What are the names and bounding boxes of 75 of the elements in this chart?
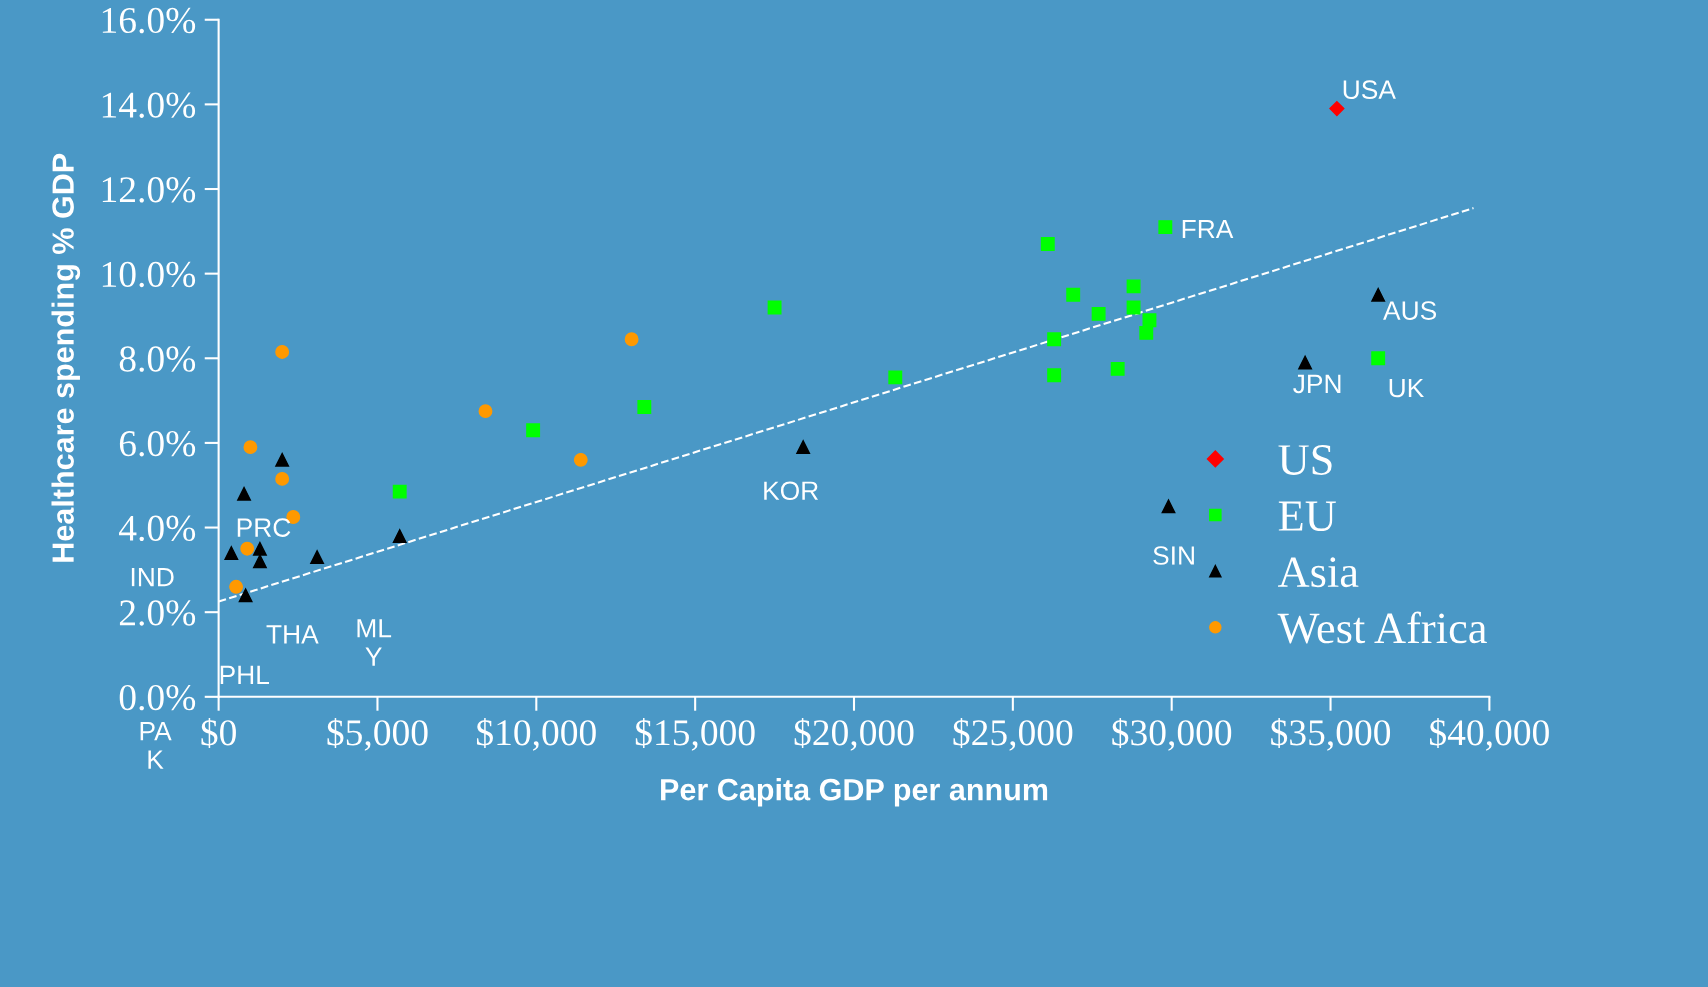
x-tick-label: $0 xyxy=(201,717,236,748)
x-axis-title: Per Capita GDP per annum xyxy=(661,778,1048,807)
point xyxy=(1091,306,1106,321)
point xyxy=(1371,351,1386,366)
legend-label: West Africa xyxy=(1277,611,1487,644)
point xyxy=(238,588,253,603)
point xyxy=(1040,237,1055,251)
point xyxy=(526,423,541,438)
annotation: USA xyxy=(1343,80,1396,100)
annotation: THA xyxy=(266,625,319,644)
point xyxy=(310,550,325,565)
point xyxy=(1298,355,1313,370)
point xyxy=(796,440,811,455)
point xyxy=(392,484,407,499)
point xyxy=(1126,300,1141,315)
y-tick-label: 8.0% xyxy=(119,346,196,372)
y-tick-label: 16.0% xyxy=(102,7,196,34)
y-tick-label: 4.0% xyxy=(119,515,196,542)
annotation: PRC xyxy=(237,518,291,537)
y-tick-label: 2.0% xyxy=(119,600,196,626)
x-tick-label: $30,000 xyxy=(1112,717,1232,751)
point xyxy=(237,486,251,501)
x-tick-label: $10,000 xyxy=(476,717,596,751)
point xyxy=(888,370,903,385)
annotation: ML Y xyxy=(357,619,392,666)
point xyxy=(252,541,267,556)
point xyxy=(1047,368,1062,383)
point xyxy=(392,529,407,543)
point xyxy=(1329,101,1345,117)
x-tick-label: $25,000 xyxy=(953,717,1073,751)
text: PA K xyxy=(140,722,172,769)
x-tick-label: $35,000 xyxy=(1271,717,1391,751)
point xyxy=(1126,279,1141,294)
annotation: AUS xyxy=(1383,301,1437,320)
y-axis-title: Healthcare spending % GDP xyxy=(51,153,81,562)
annotation: PHL xyxy=(220,665,270,685)
point xyxy=(1066,287,1081,302)
point xyxy=(229,579,244,594)
annotation: UK xyxy=(1389,378,1424,398)
point xyxy=(240,541,255,556)
point xyxy=(1371,287,1386,302)
point xyxy=(1110,361,1125,376)
y-tick-label: 10.0% xyxy=(102,261,196,288)
point xyxy=(478,404,493,419)
y-tick-label: 0.0% xyxy=(119,684,196,711)
annotation: JPN xyxy=(1293,374,1341,394)
legend-label: US xyxy=(1278,445,1332,475)
point xyxy=(573,452,588,467)
legend-label: EU xyxy=(1278,501,1336,532)
point xyxy=(637,400,652,414)
point xyxy=(1161,499,1176,514)
point xyxy=(243,440,258,455)
legend-label: Asia xyxy=(1278,557,1359,588)
point xyxy=(275,344,290,359)
x-tick-label: $20,000 xyxy=(794,717,914,751)
y-tick-label: 14.0% xyxy=(102,92,196,118)
y-tick-label: 12.0% xyxy=(102,177,196,203)
point xyxy=(1139,325,1154,340)
annotation: SIN xyxy=(1153,546,1194,565)
x-tick-label: $5,000 xyxy=(327,717,428,751)
point xyxy=(624,332,639,347)
annotation: IND xyxy=(131,568,174,587)
annotation: FRA xyxy=(1182,219,1234,239)
point xyxy=(1047,332,1062,347)
x-tick-label: $40,000 xyxy=(1430,717,1549,751)
point xyxy=(1142,313,1157,328)
point xyxy=(252,554,267,569)
point xyxy=(224,545,239,560)
point xyxy=(275,452,290,467)
y-tick-label: 6.0% xyxy=(119,430,196,457)
point xyxy=(767,300,782,315)
point xyxy=(1158,220,1173,235)
annotation: KOR xyxy=(764,481,819,501)
point xyxy=(275,471,290,486)
x-tick-label: $15,000 xyxy=(635,717,755,751)
